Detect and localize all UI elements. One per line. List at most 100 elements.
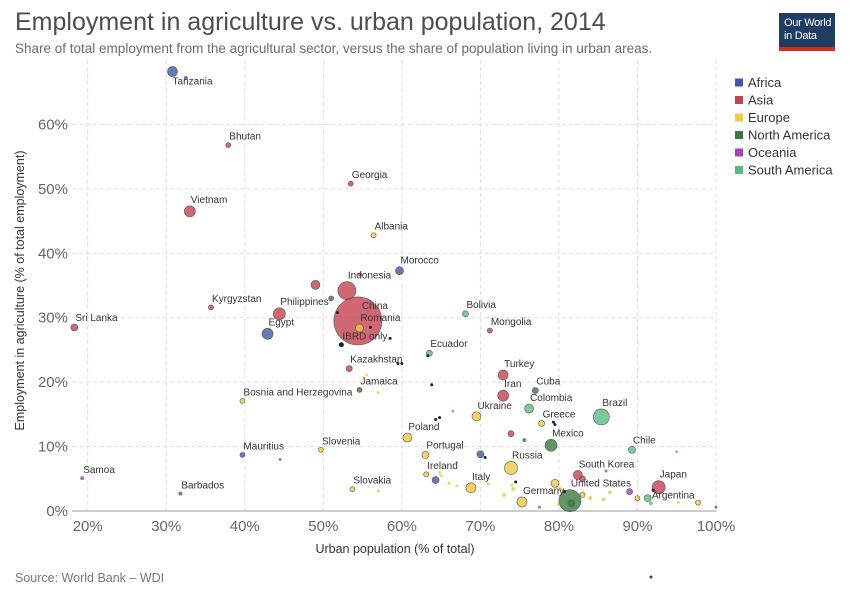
point-iran[interactable] — [497, 389, 509, 402]
data-point[interactable] — [388, 336, 392, 340]
point-slovakia[interactable] — [349, 486, 356, 492]
point-georgia[interactable] — [348, 180, 354, 187]
data-point[interactable] — [455, 484, 459, 488]
data-point[interactable] — [537, 505, 541, 509]
data-point[interactable] — [439, 474, 443, 478]
data-point[interactable] — [368, 325, 372, 329]
data-point[interactable] — [567, 499, 576, 508]
data-point[interactable] — [511, 487, 516, 492]
data-point[interactable] — [514, 480, 518, 484]
point-turkey[interactable] — [497, 369, 509, 381]
legend-label[interactable]: South America — [748, 163, 833, 178]
data-point[interactable] — [365, 373, 369, 377]
data-point[interactable] — [438, 470, 442, 474]
data-point[interactable] — [588, 496, 593, 501]
data-point[interactable] — [328, 295, 334, 302]
point-jamaica[interactable] — [356, 387, 363, 393]
data-point[interactable] — [396, 361, 400, 365]
point-russia[interactable] — [504, 461, 518, 475]
data-point[interactable] — [522, 438, 527, 443]
point-germany[interactable] — [516, 496, 528, 508]
point-ireland[interactable] — [423, 471, 430, 478]
legend-label[interactable]: Oceania — [748, 145, 797, 160]
point-tanzania[interactable] — [167, 66, 178, 77]
data-point[interactable] — [434, 418, 438, 422]
legend-label[interactable]: Africa — [748, 75, 782, 90]
point-bolivia[interactable] — [462, 310, 469, 318]
point-italy[interactable] — [465, 482, 477, 494]
point-brazil[interactable] — [593, 408, 610, 426]
point-japan[interactable] — [651, 480, 666, 494]
data-point[interactable] — [676, 501, 680, 505]
point-portugal[interactable] — [421, 451, 430, 459]
legend-label[interactable]: North America — [748, 128, 831, 143]
data-point[interactable] — [430, 383, 434, 387]
data-point[interactable] — [714, 505, 718, 509]
data-point[interactable] — [643, 494, 652, 502]
point-philippines[interactable] — [273, 307, 286, 321]
data-point[interactable] — [651, 488, 655, 492]
data-point[interactable] — [438, 416, 442, 420]
data-point[interactable] — [634, 495, 641, 501]
data-point[interactable] — [501, 492, 506, 497]
point-mongolia[interactable] — [487, 327, 493, 334]
data-point[interactable] — [607, 490, 612, 495]
data-point[interactable] — [310, 280, 321, 290]
data-point[interactable] — [579, 475, 586, 483]
data-point[interactable] — [426, 354, 430, 358]
data-point[interactable] — [675, 450, 679, 454]
point-indonesia[interactable] — [337, 281, 357, 300]
point-mexico[interactable] — [544, 438, 558, 452]
data-point[interactable] — [400, 361, 404, 365]
data-point[interactable] — [562, 490, 566, 494]
data-point[interactable] — [601, 497, 606, 502]
data-point[interactable] — [476, 450, 485, 459]
data-point[interactable] — [278, 457, 282, 461]
data-point[interactable] — [510, 483, 514, 487]
point-bosnia-and-herzegovina[interactable] — [239, 398, 246, 404]
data-point[interactable] — [579, 492, 586, 498]
point-greece[interactable] — [538, 420, 545, 427]
point-samoa[interactable] — [80, 476, 85, 481]
point-morocco[interactable] — [395, 266, 404, 275]
point-barbados[interactable] — [178, 491, 183, 496]
data-point[interactable] — [483, 456, 487, 460]
data-point[interactable] — [376, 390, 380, 394]
data-point[interactable] — [451, 409, 455, 413]
point-sri-lanka[interactable] — [70, 323, 79, 332]
point-slovenia[interactable] — [318, 446, 324, 453]
point-bhutan[interactable] — [225, 142, 232, 148]
point-chile[interactable] — [628, 445, 636, 454]
point-romania[interactable] — [355, 323, 364, 333]
point-ibrd-only[interactable] — [338, 342, 344, 348]
point-kyrgyzstan[interactable] — [208, 304, 214, 311]
point-mauritius[interactable] — [239, 452, 246, 458]
point-argentina[interactable] — [648, 501, 653, 506]
data-point[interactable] — [358, 272, 363, 277]
data-point[interactable] — [486, 482, 490, 486]
point-china[interactable] — [333, 296, 383, 346]
point-kazakhstan[interactable] — [345, 365, 353, 372]
data-point[interactable] — [556, 503, 560, 507]
data-point[interactable] — [553, 423, 557, 427]
data-point[interactable] — [551, 420, 555, 424]
point-vietnam[interactable] — [184, 205, 196, 218]
data-point[interactable] — [550, 478, 560, 488]
data-point[interactable] — [183, 76, 188, 81]
point-poland[interactable] — [402, 432, 413, 443]
point-albania[interactable] — [370, 232, 377, 239]
data-point[interactable] — [455, 461, 459, 465]
our-world-in-data-logo[interactable]: Our World in Data — [779, 13, 835, 51]
legend-label[interactable]: Europe — [748, 110, 790, 125]
point-colombia[interactable] — [524, 403, 534, 414]
data-point[interactable] — [626, 488, 633, 495]
data-point[interactable] — [376, 489, 380, 493]
legend-label[interactable]: Asia — [748, 93, 774, 108]
data-point[interactable] — [558, 487, 563, 492]
point-ukraine[interactable] — [471, 411, 482, 422]
data-point[interactable] — [431, 476, 440, 484]
data-point[interactable] — [604, 469, 608, 473]
data-point[interactable] — [695, 499, 701, 506]
point-egypt[interactable] — [261, 328, 274, 340]
data-point[interactable] — [335, 311, 339, 315]
